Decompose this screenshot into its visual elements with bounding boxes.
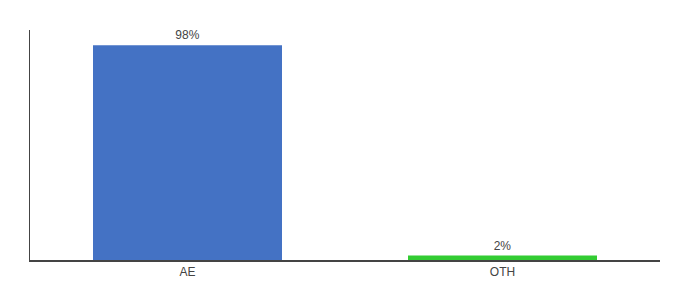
svg-text:2%: 2% — [494, 239, 512, 253]
svg-text:98%: 98% — [175, 28, 199, 42]
svg-text:AE: AE — [179, 265, 195, 279]
svg-text:OTH: OTH — [490, 265, 515, 279]
